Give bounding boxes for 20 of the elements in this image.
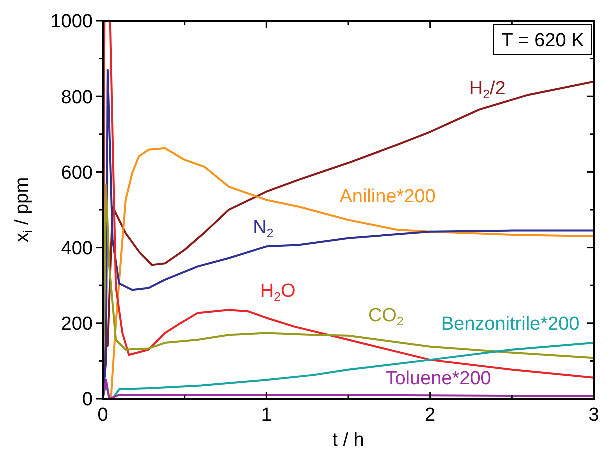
y-tick-label: 0 xyxy=(82,390,93,411)
series-label: Toluene*200 xyxy=(386,368,492,390)
series-label: H$_{2}$/2 xyxy=(469,78,506,102)
series-label: Aniline*200 xyxy=(340,186,436,208)
series-label: N$_{2}$ xyxy=(253,217,274,240)
y-tick-label: 600 xyxy=(61,162,93,184)
x-tick-label: 3 xyxy=(588,405,600,426)
x-tick-label: 2 xyxy=(425,405,436,426)
annotation: T = 620 K xyxy=(502,30,585,52)
y-tick-label: 1000 xyxy=(50,12,93,33)
x-tick-label: 1 xyxy=(261,405,272,426)
series-label: CO$_{2}$ xyxy=(368,306,404,328)
series-label: H$_{2}$O xyxy=(260,280,296,304)
x-axis-title: t / h xyxy=(332,430,364,451)
series-label: Benzonitrile*200 xyxy=(441,314,580,335)
y-tick-label: 400 xyxy=(61,238,93,260)
y-tick-label: 200 xyxy=(61,314,93,336)
y-tick-label: 800 xyxy=(61,87,93,108)
x-tick-label: 0 xyxy=(98,405,108,426)
line-series xyxy=(103,342,594,399)
